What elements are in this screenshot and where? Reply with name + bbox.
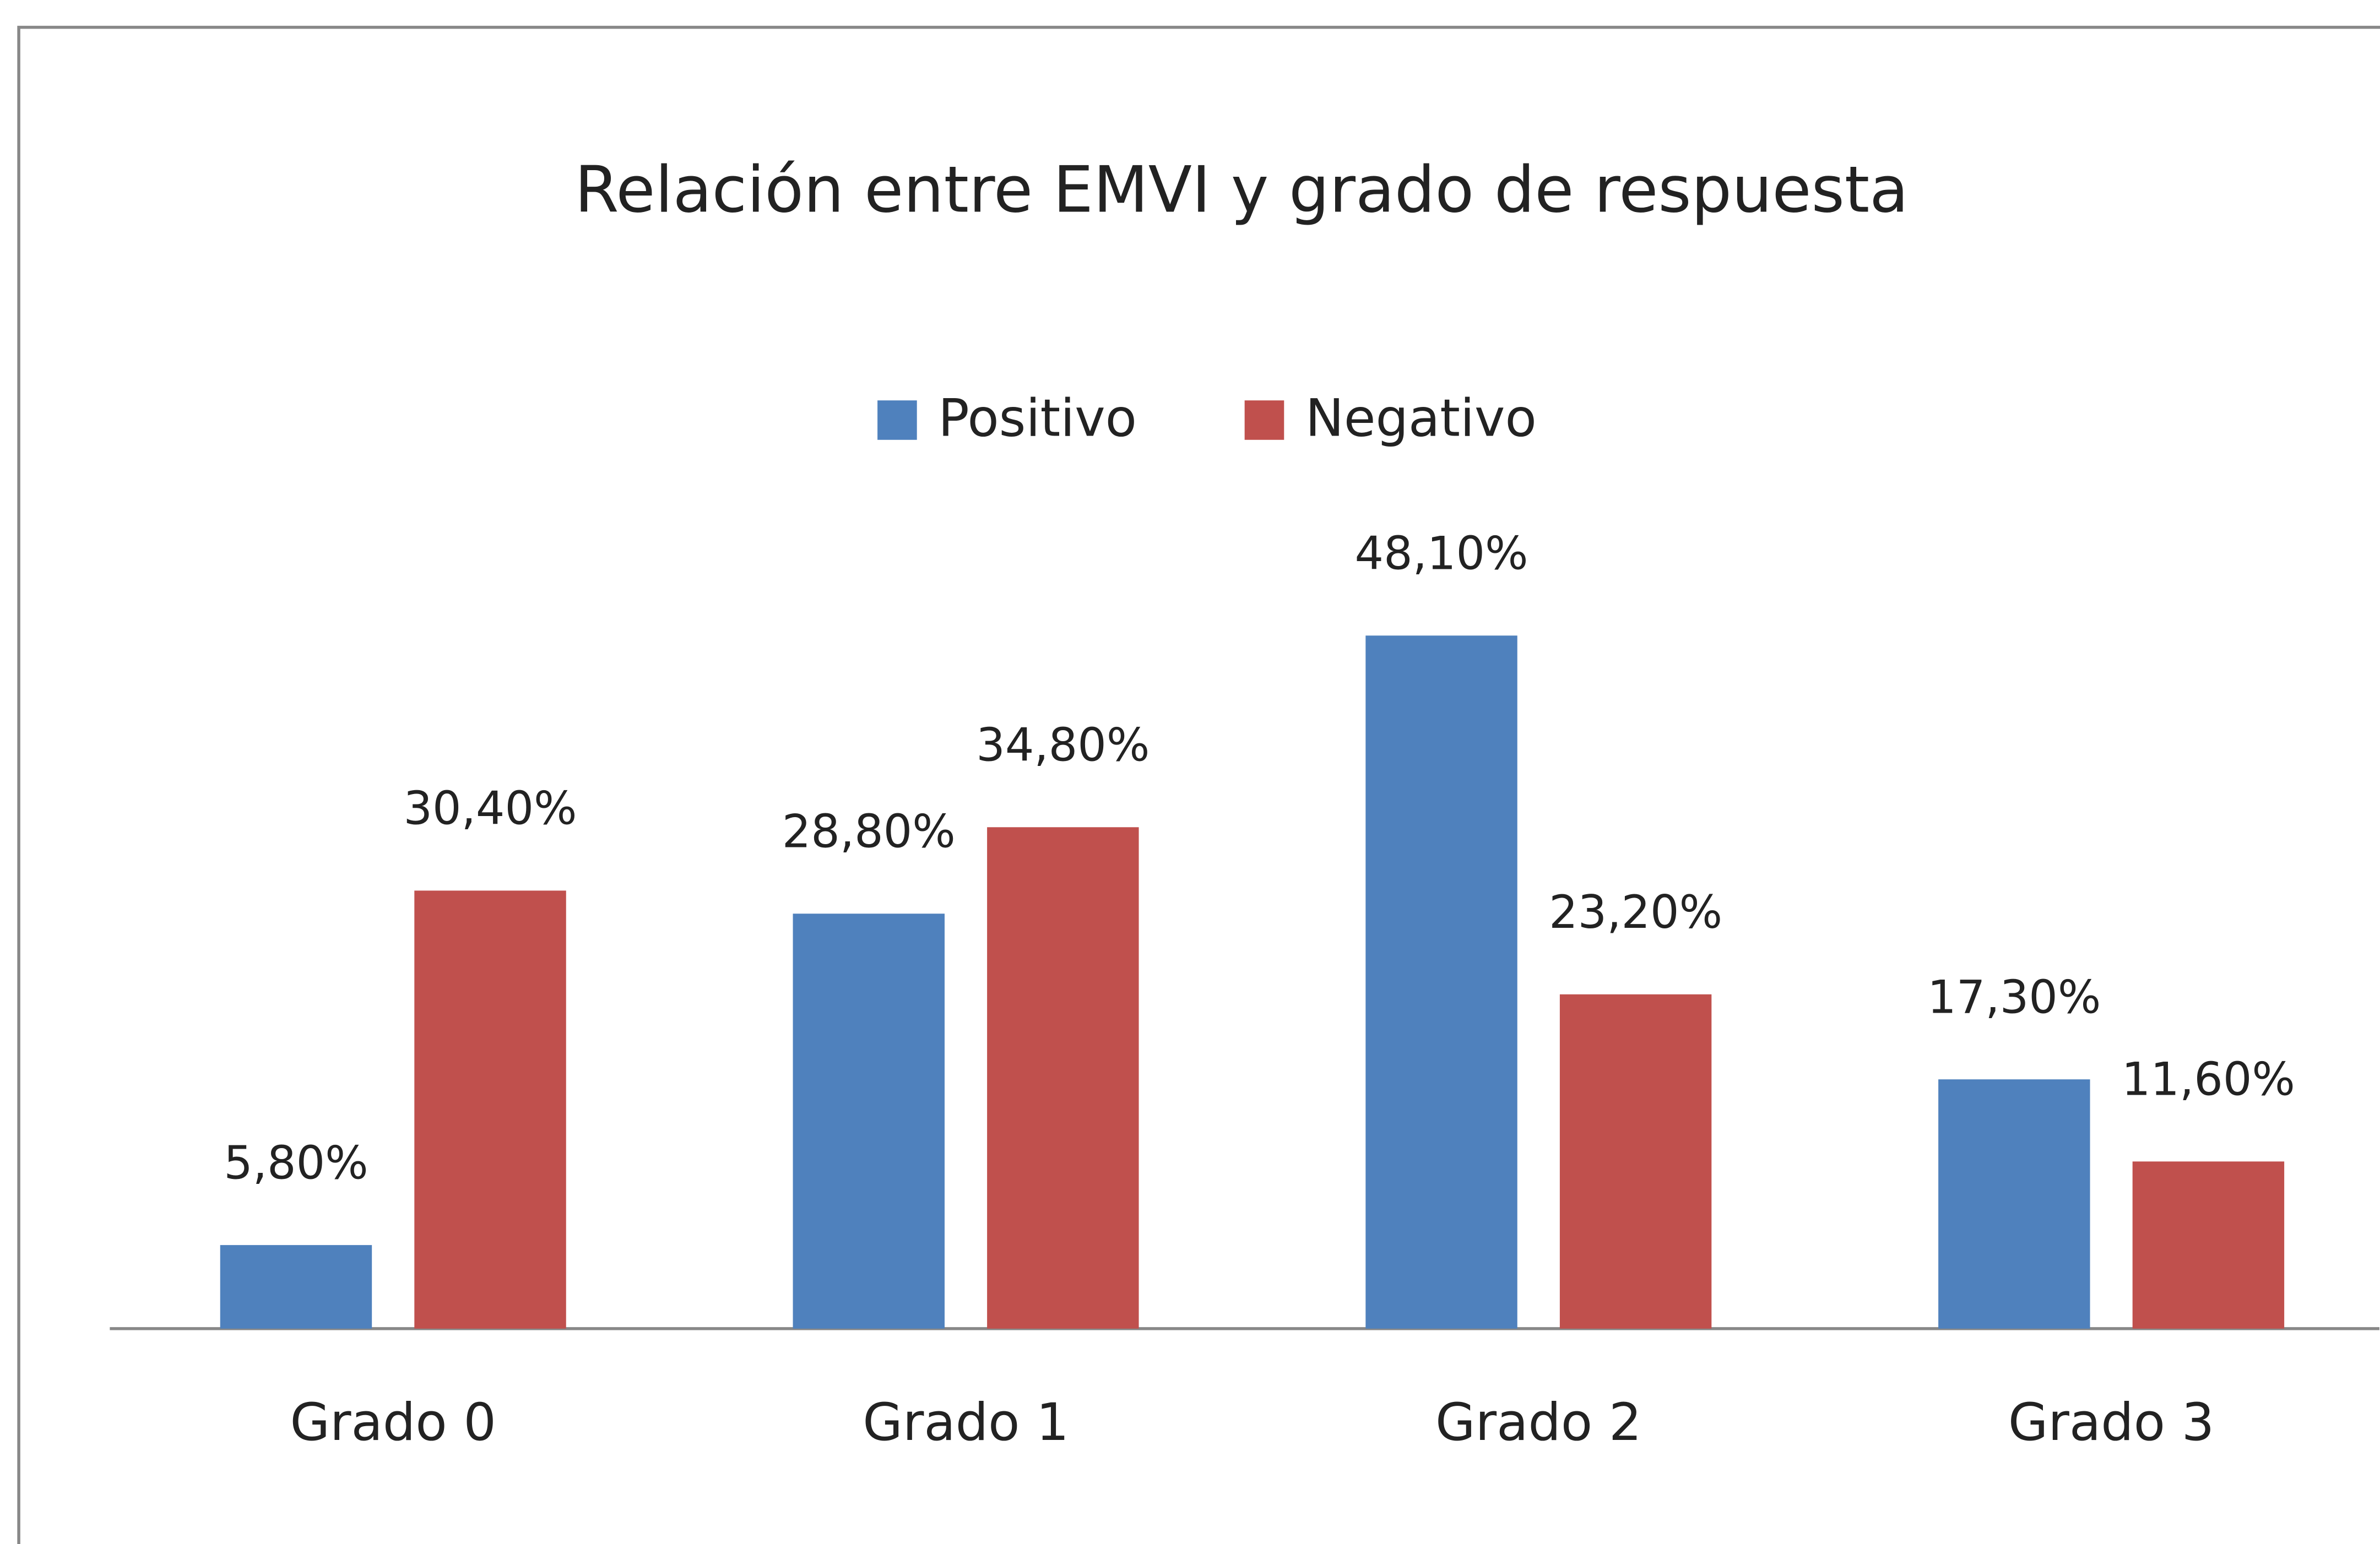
- bar: [1559, 994, 1712, 1329]
- chart-title: Relación entre EMVI y grado de respuesta: [574, 153, 1909, 227]
- value-label: 48,10%: [1355, 527, 1528, 580]
- value-label: 5,80%: [224, 1137, 368, 1189]
- legend-label: Negativo: [1305, 389, 1537, 449]
- value-label: 30,40%: [403, 782, 577, 835]
- x-tick-label: Grado 3: [2008, 1393, 2215, 1453]
- bar: [2132, 1161, 2285, 1329]
- value-label: 28,80%: [782, 805, 956, 858]
- bar: [793, 914, 945, 1329]
- x-tick-label: Grado 0: [290, 1393, 496, 1453]
- bar: [414, 890, 566, 1329]
- value-label: 34,80%: [976, 719, 1150, 771]
- value-label: 23,20%: [1549, 886, 1722, 939]
- bar: [987, 827, 1139, 1329]
- legend-swatch: [1244, 400, 1284, 440]
- legend-label: Positivo: [938, 389, 1137, 449]
- bar: [1365, 635, 1517, 1329]
- x-tick-label: Grado 1: [863, 1393, 1069, 1453]
- legend-swatch: [877, 400, 917, 440]
- bar: [220, 1245, 372, 1329]
- value-label: 17,30%: [1927, 971, 2101, 1024]
- value-label: 11,60%: [2122, 1053, 2295, 1106]
- bar: [1938, 1079, 2090, 1329]
- x-tick-label: Grado 2: [1435, 1393, 1642, 1453]
